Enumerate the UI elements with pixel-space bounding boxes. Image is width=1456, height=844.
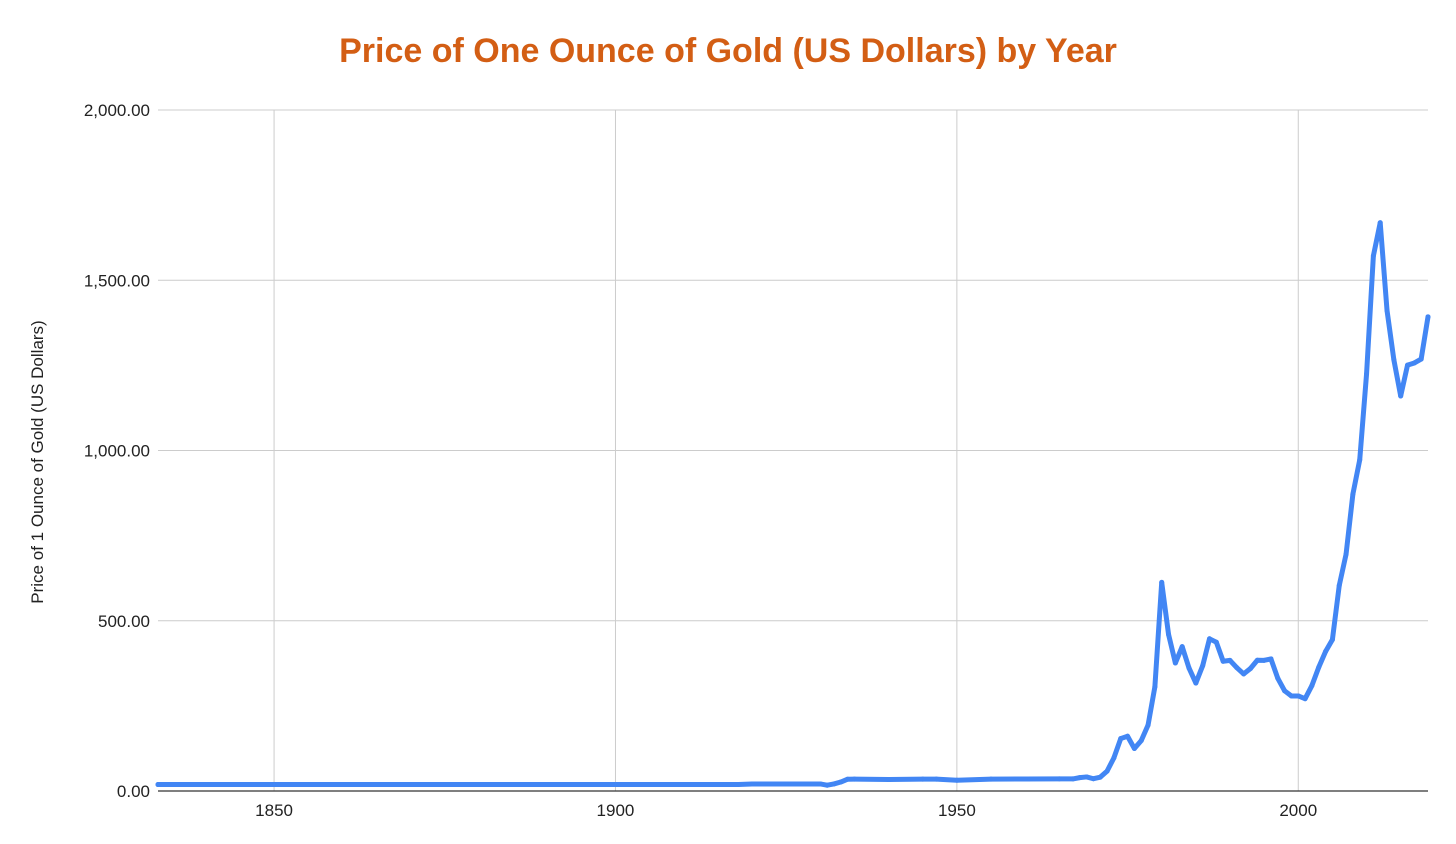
data-point <box>838 779 844 785</box>
data-point <box>1097 774 1103 780</box>
data-point <box>1268 656 1274 662</box>
data-point <box>1261 657 1267 663</box>
data-point <box>1104 768 1110 774</box>
x-tick-label: 1900 <box>597 801 635 820</box>
data-point <box>722 782 728 788</box>
data-point <box>1125 733 1131 739</box>
data-point <box>851 776 857 782</box>
data-point <box>1247 666 1253 671</box>
data-point <box>271 782 277 788</box>
data-point <box>920 776 926 782</box>
data-point <box>1357 457 1363 463</box>
data-point <box>1309 683 1315 689</box>
data-point <box>1193 680 1199 686</box>
data-point <box>1056 776 1062 782</box>
data-point <box>817 781 823 787</box>
y-tick-label: 2,000.00 <box>84 101 150 120</box>
data-point <box>1200 663 1206 669</box>
data-point <box>1288 693 1294 699</box>
data-point <box>1022 776 1028 782</box>
data-point <box>831 781 837 787</box>
data-point <box>1329 637 1335 643</box>
data-point <box>735 782 741 788</box>
data-point <box>1425 314 1431 320</box>
data-point <box>1336 583 1342 589</box>
data-point <box>1418 356 1424 362</box>
data-point <box>1275 675 1281 681</box>
data-point <box>1377 220 1383 226</box>
x-axis-ticks: 1850 1900 1950 2000 <box>255 801 1317 820</box>
data-point <box>1159 579 1165 585</box>
x-tick-label: 1950 <box>938 801 976 820</box>
x-tick-label: 2000 <box>1279 801 1317 820</box>
y-tick-label: 1,000.00 <box>84 442 150 461</box>
data-point <box>1166 631 1172 637</box>
y-tick-label: 1,500.00 <box>84 271 150 290</box>
data-point <box>749 781 755 787</box>
data-point <box>1131 746 1137 752</box>
chart-title: Price of One Ounce of Gold (US Dollars) … <box>339 32 1117 70</box>
data-point <box>988 776 994 782</box>
data-point <box>1152 684 1158 690</box>
data-point <box>845 776 851 782</box>
data-point <box>1090 776 1096 782</box>
series-layer <box>155 220 1431 788</box>
y-axis-title: Price of 1 Ounce of Gold (US Dollars) <box>28 320 47 603</box>
data-point <box>1138 738 1144 744</box>
data-point <box>824 782 830 788</box>
data-point <box>1118 736 1124 742</box>
data-point <box>1316 664 1322 670</box>
data-point <box>1350 491 1356 497</box>
y-axis-ticks: 0.00 500.00 1,000.00 1,500.00 2,000.00 <box>84 101 150 801</box>
series-line-gold-price <box>155 220 1431 788</box>
data-point <box>1227 657 1233 663</box>
data-point <box>1207 636 1213 642</box>
data-point <box>1364 371 1370 377</box>
data-point <box>1179 644 1185 650</box>
data-point <box>1111 755 1117 761</box>
data-point <box>1384 307 1390 313</box>
data-point <box>1077 775 1083 781</box>
data-point <box>1254 657 1260 663</box>
data-point <box>1234 665 1240 671</box>
series-points <box>155 220 1431 788</box>
data-point <box>1282 688 1288 694</box>
data-point <box>1398 393 1404 399</box>
data-point <box>1186 665 1192 671</box>
data-point <box>1343 551 1349 557</box>
data-point <box>612 782 618 788</box>
data-point <box>1323 648 1329 654</box>
data-point <box>1172 660 1178 666</box>
y-tick-label: 0.00 <box>117 782 150 801</box>
data-point <box>886 776 892 782</box>
data-point <box>1295 693 1301 699</box>
data-point <box>1302 696 1308 702</box>
data-point <box>1411 360 1417 366</box>
data-point <box>933 776 939 782</box>
data-point <box>783 781 789 787</box>
x-tick-label: 1850 <box>255 801 293 820</box>
data-point <box>1145 722 1151 728</box>
data-point <box>1391 357 1397 363</box>
data-point <box>1084 774 1090 780</box>
data-point <box>1241 671 1247 677</box>
grid-layer <box>158 109 1428 792</box>
data-point <box>1405 362 1411 368</box>
data-point <box>1070 776 1076 782</box>
data-point <box>1220 658 1226 664</box>
data-point <box>1213 639 1219 645</box>
data-point <box>1370 253 1376 259</box>
data-point <box>155 782 161 788</box>
data-point <box>954 777 960 783</box>
y-tick-label: 500.00 <box>98 612 150 631</box>
